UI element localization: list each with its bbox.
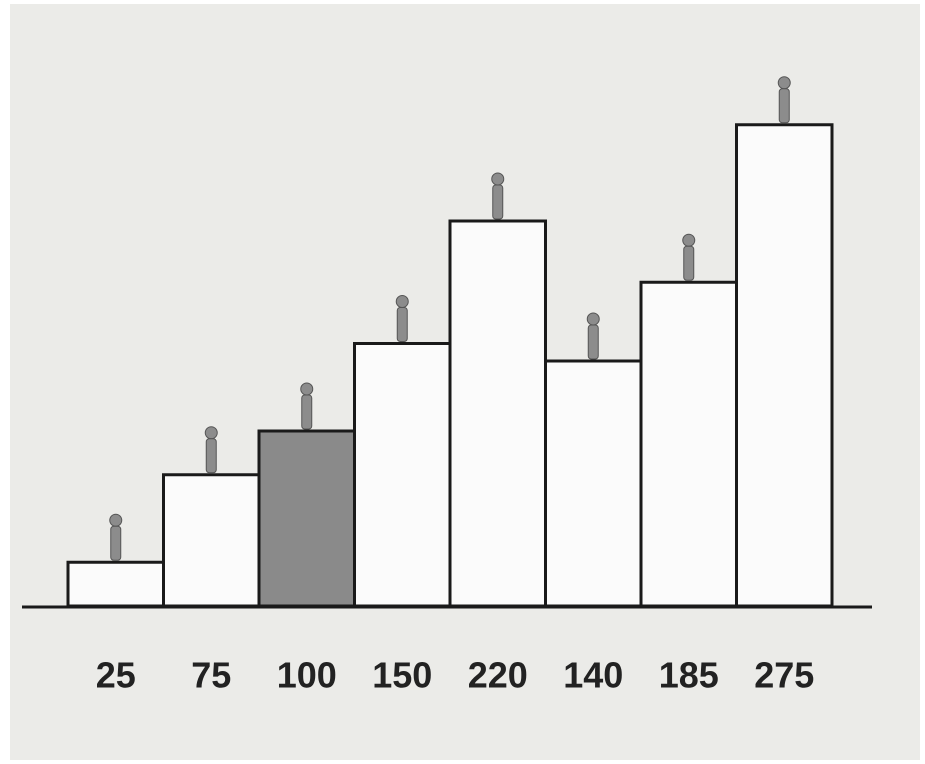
figure-head (396, 296, 408, 308)
value-label: 150 (372, 655, 432, 696)
page: 2575100150220140185275 (() => { const da… (0, 0, 925, 764)
bar (164, 475, 260, 606)
bar (450, 221, 546, 606)
value-label: 140 (563, 655, 623, 696)
figure-body (397, 308, 407, 342)
value-label: 275 (754, 655, 814, 696)
figure-body (779, 89, 789, 123)
figure-body (588, 325, 598, 359)
value-label: 75 (191, 655, 231, 696)
figure-head (492, 173, 504, 185)
bar (546, 361, 642, 606)
bar (355, 344, 451, 607)
value-label: 185 (659, 655, 719, 696)
bar (259, 431, 355, 606)
figure-head (110, 514, 122, 526)
figure-head (205, 427, 217, 439)
value-label: 100 (277, 655, 337, 696)
figure-head (778, 77, 790, 89)
figure-body (493, 185, 503, 219)
figure-head (587, 313, 599, 325)
bar (641, 282, 737, 606)
figure-body (111, 526, 121, 560)
figure-body (302, 395, 312, 429)
bar (68, 562, 164, 606)
chart: 25 75 100 150 220 140 185 275 (0, 0, 925, 764)
bar (737, 125, 833, 606)
value-label: 220 (468, 655, 528, 696)
figure-body (684, 246, 694, 280)
figure-head (683, 234, 695, 246)
figure-head (301, 383, 313, 395)
value-label: 25 (96, 655, 136, 696)
figure-body (206, 439, 216, 473)
